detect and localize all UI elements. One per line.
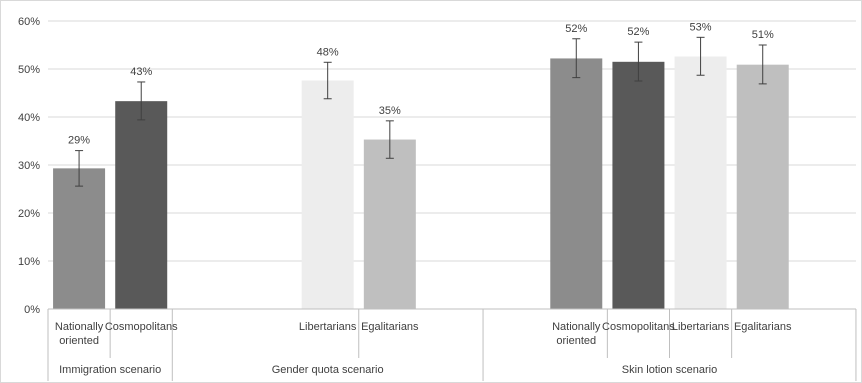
- x-axis: [47, 308, 857, 381]
- category-label: Egalitarians: [361, 321, 419, 333]
- group-label: Gender quota scenario: [272, 364, 384, 376]
- group-label: Skin lotion scenario: [622, 364, 717, 376]
- y-tick-label: 60%: [18, 16, 40, 28]
- category-label: oriented: [59, 335, 99, 347]
- category-label: Nationally: [552, 321, 601, 333]
- category-label: Cosmopolitans: [602, 321, 675, 333]
- error-bars: [75, 36, 767, 187]
- data-label: 52%: [565, 23, 587, 35]
- y-tick-label: 40%: [18, 112, 40, 124]
- bar: [612, 61, 665, 309]
- bar: [53, 168, 106, 309]
- category-label: Libertarians: [299, 321, 357, 333]
- data-label: 53%: [690, 21, 712, 33]
- bar: [363, 139, 416, 309]
- data-label: 51%: [752, 29, 774, 41]
- category-label: Cosmopolitans: [105, 321, 178, 333]
- y-axis-tick-labels: 0% 10% 20% 30% 40% 50% 60%: [18, 16, 40, 316]
- bar: [301, 80, 354, 310]
- y-tick-label: 10%: [18, 256, 40, 268]
- bars: [53, 56, 789, 310]
- bar: [736, 64, 789, 310]
- data-labels: 29% 43% 48% 35% 52% 52% 53% 51%: [68, 21, 774, 146]
- data-label: 43%: [130, 66, 152, 78]
- data-label: 48%: [317, 46, 339, 58]
- y-tick-label: 30%: [18, 160, 40, 172]
- gridlines: [48, 20, 856, 262]
- bar: [674, 56, 727, 309]
- y-tick-label: 0%: [24, 304, 40, 316]
- category-label: Nationally: [55, 321, 104, 333]
- data-label: 29%: [68, 135, 90, 147]
- group-label: Immigration scenario: [59, 364, 161, 376]
- data-label: 35%: [379, 105, 401, 117]
- y-tick-label: 20%: [18, 208, 40, 220]
- category-label: Egalitarians: [734, 321, 792, 333]
- category-label: oriented: [556, 335, 596, 347]
- data-label: 52%: [627, 26, 649, 38]
- y-tick-label: 50%: [18, 64, 40, 76]
- bar: [550, 58, 603, 309]
- category-label: Libertarians: [672, 321, 730, 333]
- group-labels: Immigration scenario Gender quota scenari…: [59, 364, 717, 376]
- bar: [115, 101, 168, 309]
